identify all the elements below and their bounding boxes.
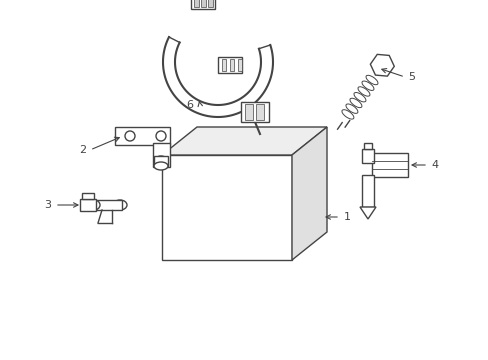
Ellipse shape	[353, 93, 365, 102]
Text: 6: 6	[185, 100, 193, 110]
Ellipse shape	[345, 104, 357, 113]
Bar	[371, 153, 407, 177]
Bar	[218, 57, 242, 73]
Bar	[363, 143, 371, 149]
Ellipse shape	[357, 87, 369, 96]
Ellipse shape	[88, 200, 100, 210]
Polygon shape	[369, 54, 393, 76]
Bar	[361, 149, 373, 163]
Text: 3: 3	[44, 200, 51, 210]
Ellipse shape	[341, 110, 353, 119]
Polygon shape	[291, 127, 326, 260]
Ellipse shape	[113, 200, 127, 210]
Polygon shape	[359, 207, 375, 219]
Bar	[222, 59, 225, 71]
Bar	[82, 193, 94, 199]
Polygon shape	[162, 127, 326, 155]
Bar	[361, 175, 373, 207]
Bar	[191, 0, 215, 9]
Bar	[154, 156, 168, 166]
Ellipse shape	[349, 98, 361, 108]
Ellipse shape	[365, 75, 377, 85]
Bar	[115, 127, 170, 145]
Bar	[241, 102, 268, 122]
Bar	[94, 200, 122, 210]
Bar	[244, 104, 252, 120]
Text: 2: 2	[79, 145, 86, 155]
Text: 5: 5	[407, 72, 414, 82]
Bar	[238, 59, 242, 71]
Ellipse shape	[154, 156, 168, 166]
Bar	[207, 0, 213, 7]
Text: 1: 1	[343, 212, 350, 222]
Bar	[256, 104, 264, 120]
Bar	[201, 0, 205, 7]
Bar	[153, 143, 170, 167]
Bar	[80, 199, 96, 211]
Text: 4: 4	[430, 160, 437, 170]
Polygon shape	[162, 155, 291, 260]
Bar	[229, 59, 234, 71]
Ellipse shape	[154, 162, 168, 170]
Ellipse shape	[361, 81, 373, 90]
Bar	[194, 0, 199, 7]
